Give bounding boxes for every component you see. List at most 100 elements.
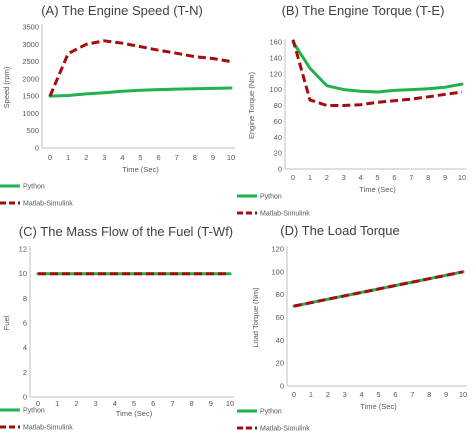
x-tick-label: 1 [55,399,59,408]
x-axis-label: Time (Sec) [360,402,397,411]
y-tick-label: 40 [276,336,284,345]
legend-item-python: Python [237,194,282,201]
y-tick-label: 120 [269,69,282,78]
x-tick-label: 9 [443,173,447,182]
x-tick-label: 4 [359,173,363,182]
x-tick-label: 0 [36,399,40,408]
y-tick-label: 100 [271,267,284,276]
chart-d: (D) The Load Torque 0 20 40 60 80 100 120 0 1 2 3 4 5… [237,223,467,433]
y-tick-label: 0 [23,393,27,402]
chart-title: (A) The Engine Speed (T-N) [41,3,203,18]
legend-item-simulink: Matlab-Simulink [237,426,310,433]
legend-item-simulink-label: Matlab-Simulink [260,426,310,433]
legend-item-python-label: Python [260,409,282,416]
x-tick-label: 6 [393,390,397,399]
legend-item-simulink-label: Matlab-Simulink [260,211,310,218]
x-tick-label: 8 [190,399,194,408]
legend-item-python-label: Python [260,194,282,201]
y-tick-label: 20 [276,359,284,368]
series-line-python [291,40,464,94]
x-tick-label: 2 [325,173,329,182]
x-tick-label: 5 [138,153,142,162]
y-tick-label: 60 [276,313,284,322]
y-tick-label: 3000 [22,40,39,49]
y-tick-label: 0 [278,165,282,174]
y-tick-label: 2500 [22,57,39,66]
x-tick-label: 3 [94,399,98,408]
x-tick-label: 7 [410,390,414,399]
x-tick-label: 6 [151,399,155,408]
x-tick-label: 4 [113,399,117,408]
legend-item-python: Python [0,184,45,191]
x-tick-label: 10 [458,173,466,182]
legend-item-python: Python [0,408,45,415]
y-tick-label: 12 [19,245,27,254]
x-axis-label: Time (Sec) [359,185,396,194]
x-tick-label: 6 [392,173,396,182]
y-axis-label: Engine Torque (Nm) [247,72,256,139]
chart-title: (D) The Load Torque [280,223,399,238]
x-tick-label: 2 [84,153,88,162]
x-tick-label: 7 [175,153,179,162]
x-tick-label: 1 [309,390,313,399]
x-tick-label: 5 [375,173,379,182]
x-tick-label: 9 [444,390,448,399]
chart-title: (B) The Engine Torque (T-E) [282,3,445,18]
x-tick-label: 5 [132,399,136,408]
y-tick-label: 140 [269,53,282,62]
y-tick-label: 80 [276,290,284,299]
x-tick-label: 8 [193,153,197,162]
x-tick-label: 3 [342,173,346,182]
x-tick-label: 10 [226,399,234,408]
y-tick-label: 100 [269,85,282,94]
y-axis-label: Fuel [2,315,11,330]
y-tick-label: 4 [23,343,27,352]
series-line-python [48,86,233,98]
y-axis-label: Speed (rpm) [2,66,11,108]
y-tick-label: 6 [23,319,27,328]
x-tick-label: 7 [409,173,413,182]
y-tick-label: 1000 [22,109,39,118]
x-tick-label: 0 [292,390,296,399]
x-tick-label: 7 [170,399,174,408]
y-tick-label: 8 [23,294,27,303]
y-tick-label: 2 [23,368,27,377]
y-tick-label: 60 [274,117,282,126]
x-tick-label: 9 [211,153,215,162]
y-tick-label: 160 [269,38,282,47]
x-tick-label: 0 [48,153,52,162]
series-line-simulink [291,39,463,107]
x-tick-label: 10 [459,390,467,399]
legend: Python Matlab-Simulink [237,194,310,218]
legend: Python Matlab-Simulink [0,184,73,208]
x-tick-label: 1 [66,153,70,162]
chart-title: (C) The Mass Flow of the Fuel (T-Wf) [19,224,233,239]
y-tick-label: 20 [274,149,282,158]
legend-item-simulink-label: Matlab-Simulink [23,201,73,208]
y-tick-label: 80 [274,101,282,110]
x-tick-label: 6 [157,153,161,162]
y-tick-label: 40 [274,133,282,142]
x-axis-label: Time (Sec) [116,409,153,418]
y-tick-label: 0 [280,382,284,391]
chart-c: (C) The Mass Flow of the Fuel (T-Wf) 0 2 4 6… [0,224,234,432]
x-axis-label: Time (Sec) [122,165,159,174]
legend-item-python: Python [237,409,282,416]
y-axis-label: Load Torque (Nm) [251,287,260,348]
x-tick-label: 3 [102,153,106,162]
chart-a: (A) The Engine Speed (T-N)05001000150020… [0,3,235,208]
x-tick-label: 10 [227,153,235,162]
x-tick-label: 9 [209,399,213,408]
x-tick-label: 2 [74,399,78,408]
x-tick-label: 4 [120,153,124,162]
y-tick-label: 0 [35,144,39,153]
x-tick-label: 3 [343,390,347,399]
y-tick-label: 1500 [22,92,39,101]
legend: Python Matlab-Simulink [0,408,73,432]
y-tick-label: 3500 [22,23,39,32]
x-tick-label: 4 [360,390,364,399]
legend-item-simulink: Matlab-Simulink [237,211,310,218]
legend-item-python-label: Python [23,184,45,191]
y-tick-label: 10 [19,269,27,278]
